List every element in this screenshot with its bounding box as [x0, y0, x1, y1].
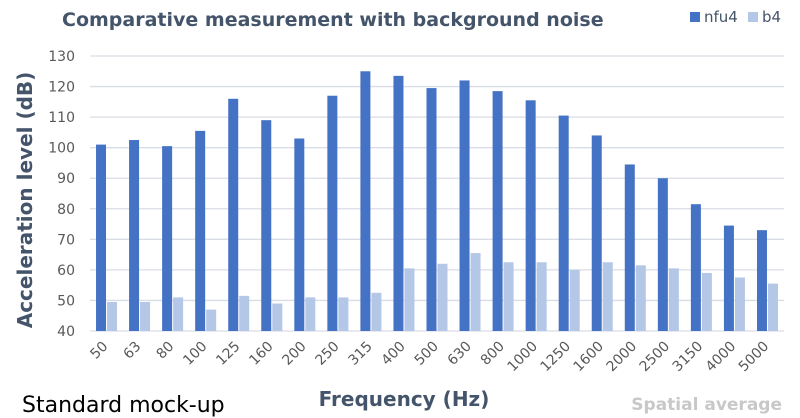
bar-nfu4-5000	[756, 230, 767, 331]
x-tick-label: 5000	[736, 339, 773, 376]
bar-nfu4-3150	[690, 204, 701, 331]
x-tick-label: 800	[478, 339, 508, 369]
bar-b4-800	[503, 262, 514, 331]
bar-nfu4-500	[426, 88, 437, 331]
bar-nfu4-125	[228, 98, 239, 332]
x-tick-label: 4000	[703, 339, 740, 376]
bar-nfu4-160	[261, 120, 272, 332]
bar-b4-400	[404, 268, 415, 331]
bar-nfu4-100	[195, 130, 206, 331]
x-tick-label: 2500	[637, 339, 674, 376]
x-tick-label: 125	[213, 339, 243, 369]
y-tick-label: 70	[57, 232, 75, 248]
bar-b4-63	[140, 301, 151, 331]
x-tick-label: 200	[279, 339, 309, 369]
y-tick-label: 90	[57, 171, 75, 187]
x-tick-label: 1250	[538, 339, 575, 376]
spatial-average-label: Spatial average	[631, 395, 782, 415]
bar-b4-125	[239, 295, 250, 331]
legend-label-b4: b4	[762, 8, 781, 26]
y-tick-label: 130	[48, 49, 75, 65]
bar-nfu4-800	[492, 91, 503, 331]
x-tick-label: 1000	[504, 339, 541, 376]
x-tick-label: 400	[379, 339, 409, 369]
bar-b4-80	[173, 297, 184, 331]
y-axis-label: Acceleration level (dB)	[13, 72, 37, 329]
bar-nfu4-400	[393, 75, 404, 331]
x-tick-label: 1600	[571, 339, 608, 376]
x-tick-label: 160	[246, 339, 276, 369]
x-tick-label: 3150	[670, 339, 707, 376]
y-tick-label: 80	[57, 202, 75, 218]
legend: nfu4 b4	[690, 8, 781, 26]
x-tick-label: 315	[346, 339, 376, 369]
bar-nfu4-630	[459, 80, 470, 331]
bar-b4-160	[272, 303, 283, 331]
bar-b4-3150	[701, 272, 712, 331]
legend-label-nfu4: nfu4	[704, 8, 738, 26]
bar-nfu4-200	[294, 138, 305, 331]
bar-nfu4-2000	[624, 164, 635, 331]
bar-nfu4-4000	[723, 225, 734, 331]
bar-b4-5000	[767, 283, 778, 331]
legend-swatch-b4	[748, 12, 758, 22]
bar-nfu4-50	[96, 144, 107, 331]
y-axis-ticks: 40 50 60 70 80 90 100 110 120 130	[48, 49, 75, 340]
x-tick-label: 630	[445, 339, 475, 369]
x-axis-label: Frequency (Hz)	[319, 387, 490, 411]
bar-nfu4-315	[360, 71, 371, 332]
bar-nfu4-80	[162, 146, 173, 331]
y-tick-label: 100	[48, 141, 75, 157]
bars	[96, 71, 778, 332]
y-tick-label: 110	[48, 110, 75, 126]
bar-b4-1000	[536, 262, 547, 331]
bar-b4-1250	[569, 269, 580, 331]
x-tick-label: 2000	[604, 339, 641, 376]
y-tick-label: 60	[57, 263, 75, 279]
x-tick-label: 500	[412, 339, 442, 369]
x-tick-label: 100	[180, 339, 210, 369]
bar-b4-200	[305, 297, 316, 331]
bar-b4-315	[371, 292, 382, 331]
bar-b4-4000	[734, 277, 745, 331]
legend-swatch-nfu4	[690, 12, 700, 22]
y-tick-label: 120	[48, 80, 75, 96]
bar-b4-500	[437, 263, 448, 331]
bar-nfu4-1000	[525, 100, 536, 331]
bar-b4-630	[470, 253, 481, 331]
bar-b4-250	[338, 297, 349, 331]
bar-b4-2500	[668, 268, 679, 331]
bar-nfu4-2500	[657, 178, 668, 331]
y-tick-label: 50	[57, 293, 75, 309]
bar-b4-100	[206, 309, 217, 331]
x-tick-label: 80	[154, 339, 178, 363]
bar-b4-50	[107, 301, 118, 331]
bar-nfu4-63	[129, 140, 140, 331]
x-axis-ticks: 50 63 80 100 125 160 200 250 315 400 500 630 8001000…	[87, 339, 772, 376]
mockup-label: Standard mock-up	[22, 393, 225, 418]
bar-nfu4-250	[327, 95, 338, 331]
bar-b4-2000	[635, 265, 646, 331]
bar-b4-1600	[602, 262, 613, 331]
bar-nfu4-1600	[591, 135, 602, 331]
bar-nfu4-1250	[558, 115, 569, 331]
chart-title: Comparative measurement with background …	[62, 9, 604, 31]
x-tick-label: 50	[87, 339, 111, 363]
x-tick-label: 250	[312, 339, 342, 369]
gridlines	[90, 55, 784, 332]
x-tick-label: 63	[120, 339, 144, 363]
y-tick-label: 40	[57, 324, 75, 340]
